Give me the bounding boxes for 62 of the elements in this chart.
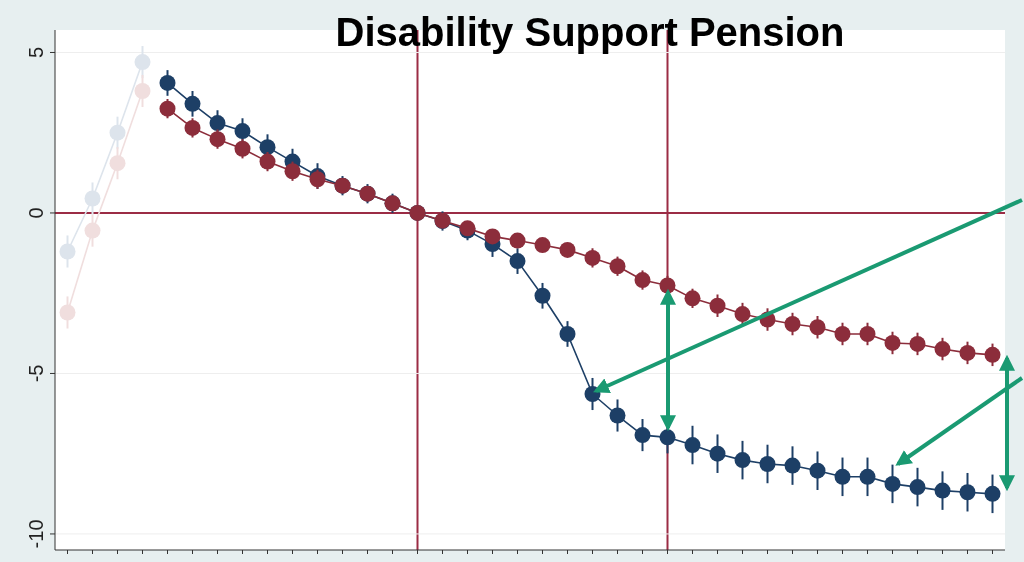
point	[709, 445, 726, 462]
point	[984, 346, 1001, 363]
y-tick-label: 0	[25, 207, 47, 219]
point	[784, 457, 801, 474]
point	[759, 455, 776, 472]
point	[734, 452, 751, 469]
point	[84, 222, 101, 239]
point	[109, 124, 126, 141]
point	[259, 139, 276, 156]
y-tick-label: -5	[25, 364, 47, 383]
point	[684, 290, 701, 307]
point	[234, 140, 251, 157]
point	[859, 325, 876, 342]
point	[659, 277, 676, 294]
point	[509, 232, 526, 249]
point	[709, 297, 726, 314]
point	[909, 479, 926, 496]
point	[884, 475, 901, 492]
y-tick-label: 5	[25, 46, 47, 59]
chart-title: Disability Support Pension	[335, 10, 845, 54]
y-tick-label: -10	[25, 519, 47, 549]
point	[509, 253, 526, 270]
point	[809, 462, 826, 479]
point	[109, 155, 126, 172]
point	[84, 190, 101, 207]
point	[284, 163, 301, 180]
point	[134, 54, 151, 71]
point	[559, 241, 576, 258]
point	[59, 304, 76, 321]
point	[734, 306, 751, 323]
point	[159, 100, 176, 117]
point	[59, 243, 76, 260]
point	[859, 468, 876, 485]
point	[984, 485, 1001, 502]
point	[959, 344, 976, 361]
point	[834, 325, 851, 342]
point	[809, 319, 826, 336]
point	[259, 153, 276, 170]
point	[134, 83, 151, 99]
point	[959, 484, 976, 501]
point	[934, 341, 951, 358]
point	[684, 437, 701, 454]
point	[884, 334, 901, 351]
point	[559, 325, 576, 342]
point	[909, 335, 926, 352]
point	[834, 468, 851, 485]
point	[184, 119, 201, 136]
point	[659, 429, 676, 446]
point	[534, 237, 551, 254]
point	[609, 258, 626, 275]
point	[159, 74, 176, 91]
point	[209, 115, 226, 132]
point	[534, 287, 551, 304]
point	[784, 316, 801, 333]
point	[209, 131, 226, 148]
point	[584, 249, 601, 266]
point	[634, 272, 651, 289]
point	[609, 407, 626, 424]
point	[634, 427, 651, 444]
point	[934, 482, 951, 499]
point	[184, 95, 201, 112]
point	[234, 123, 251, 140]
